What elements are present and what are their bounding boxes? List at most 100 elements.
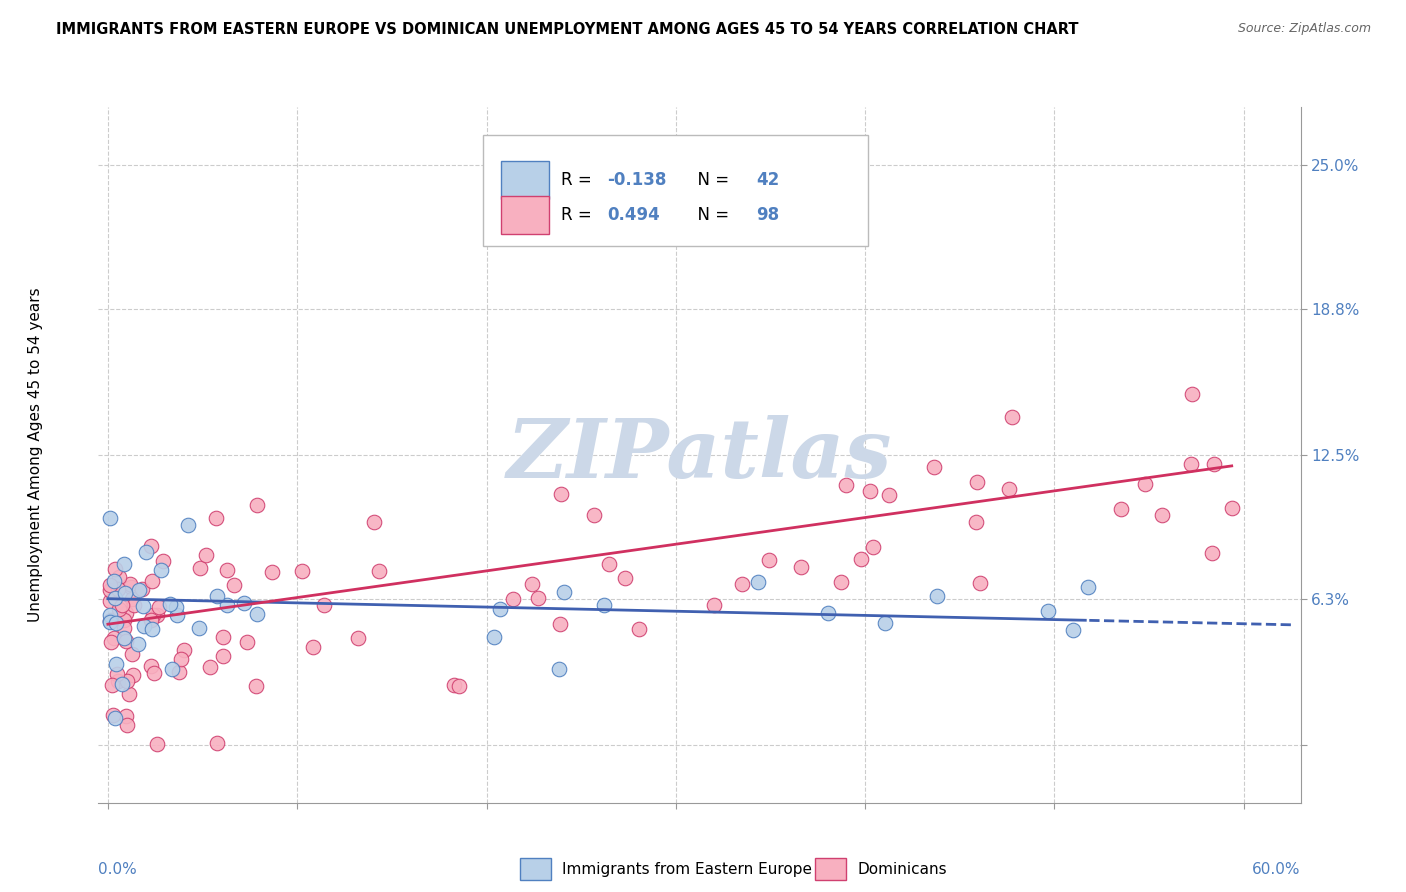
Point — [115, 634, 138, 648]
Point — [443, 678, 465, 692]
Point — [107, 673, 129, 688]
Point — [194, 549, 217, 563]
Point — [128, 582, 150, 597]
Point — [160, 662, 183, 676]
Point — [965, 515, 987, 529]
Point — [1202, 457, 1225, 471]
Point — [167, 665, 190, 680]
Point — [135, 545, 157, 559]
Text: IMMIGRANTS FROM EASTERN EUROPE VS DOMINICAN UNEMPLOYMENT AMONG AGES 45 TO 54 YEA: IMMIGRANTS FROM EASTERN EUROPE VS DOMINI… — [56, 22, 1078, 37]
Point — [98, 608, 121, 623]
Point — [112, 632, 135, 646]
Text: N =: N = — [688, 171, 735, 189]
Text: R =: R = — [561, 206, 598, 224]
Point — [105, 615, 128, 630]
Point — [925, 589, 948, 603]
Point — [98, 615, 121, 630]
Point — [548, 616, 571, 631]
FancyBboxPatch shape — [501, 195, 550, 234]
Point — [139, 613, 162, 627]
Text: Immigrants from Eastern Europe: Immigrants from Eastern Europe — [562, 863, 813, 877]
Point — [1077, 580, 1099, 594]
Point — [108, 601, 131, 615]
Point — [98, 578, 121, 592]
Point — [1135, 477, 1157, 491]
Point — [1180, 457, 1202, 471]
Point — [115, 718, 138, 732]
Point — [205, 589, 228, 603]
Point — [205, 511, 228, 525]
Text: 42: 42 — [756, 171, 779, 189]
Point — [104, 657, 127, 671]
Point — [347, 631, 370, 645]
Point — [148, 599, 170, 614]
Text: 0.494: 0.494 — [607, 206, 659, 224]
Point — [170, 652, 193, 666]
Point — [489, 601, 512, 615]
Point — [522, 577, 544, 591]
Point — [233, 596, 256, 610]
Point — [149, 563, 172, 577]
Point — [363, 515, 385, 529]
Point — [107, 570, 129, 584]
Point — [107, 582, 129, 597]
Point — [312, 598, 335, 612]
Point — [217, 563, 239, 577]
Point — [502, 591, 524, 606]
Point — [627, 623, 650, 637]
Point — [550, 486, 572, 500]
Point — [114, 708, 136, 723]
Point — [593, 598, 616, 612]
Text: R =: R = — [561, 171, 598, 189]
Point — [105, 667, 128, 681]
Point — [114, 586, 136, 600]
Point — [245, 679, 267, 693]
Point — [1220, 501, 1243, 516]
Point — [368, 565, 391, 579]
Point — [526, 591, 548, 605]
Point — [1062, 623, 1084, 637]
Text: Unemployment Among Ages 45 to 54 years: Unemployment Among Ages 45 to 54 years — [28, 287, 42, 623]
Point — [301, 640, 323, 654]
Point — [98, 615, 121, 629]
Point — [224, 578, 246, 592]
Text: 0.0%: 0.0% — [98, 863, 138, 877]
Point — [862, 541, 884, 555]
Point — [112, 613, 135, 627]
Point — [122, 598, 145, 612]
Point — [1180, 387, 1202, 401]
Point — [121, 647, 143, 661]
Point — [969, 575, 991, 590]
Point — [141, 574, 163, 588]
Point — [100, 614, 122, 628]
Point — [127, 637, 149, 651]
Point — [115, 606, 138, 620]
Point — [211, 630, 233, 644]
Point — [139, 539, 162, 553]
Point — [1001, 409, 1024, 424]
Point — [143, 666, 166, 681]
Point — [132, 599, 155, 613]
Point — [291, 565, 314, 579]
Text: Source: ZipAtlas.com: Source: ZipAtlas.com — [1237, 22, 1371, 36]
Point — [246, 607, 269, 621]
Point — [159, 598, 181, 612]
Point — [104, 711, 127, 725]
Point — [141, 608, 163, 623]
Point — [835, 477, 858, 491]
Point — [875, 616, 897, 631]
Point — [173, 643, 195, 657]
Point — [877, 488, 900, 502]
Point — [758, 553, 780, 567]
Point — [260, 566, 283, 580]
Point — [817, 606, 839, 620]
Point — [703, 598, 725, 612]
Point — [924, 460, 946, 475]
Point — [188, 561, 211, 575]
Point — [132, 619, 155, 633]
Text: N =: N = — [688, 206, 735, 224]
Point — [730, 576, 752, 591]
Point — [141, 622, 163, 636]
Point — [120, 580, 142, 594]
Point — [166, 608, 188, 623]
